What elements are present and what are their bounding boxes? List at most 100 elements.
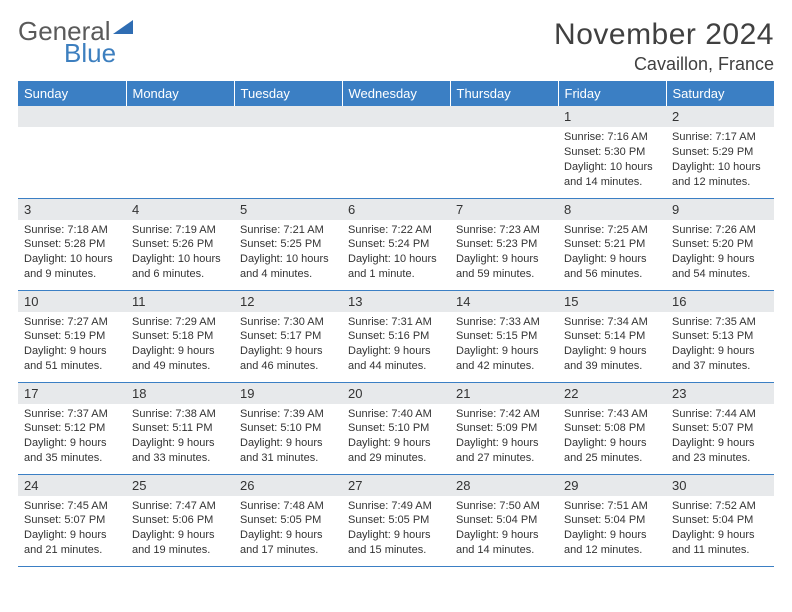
day-sunset: Sunset: 5:07 PM — [24, 513, 120, 528]
calendar-day-cell: 12Sunrise: 7:30 AMSunset: 5:17 PMDayligh… — [234, 290, 342, 382]
day-sunset: Sunset: 5:10 PM — [240, 421, 336, 436]
day-sunset: Sunset: 5:21 PM — [564, 237, 660, 252]
day-details: Sunrise: 7:33 AMSunset: 5:15 PMDaylight:… — [450, 312, 558, 378]
day-daylight2: and 11 minutes. — [672, 543, 768, 558]
logo: General Blue — [18, 18, 135, 66]
day-sunrise: Sunrise: 7:16 AM — [564, 130, 660, 145]
day-daylight1: Daylight: 9 hours — [672, 252, 768, 267]
day-sunrise: Sunrise: 7:49 AM — [348, 499, 444, 514]
day-sunset: Sunset: 5:05 PM — [348, 513, 444, 528]
day-details: Sunrise: 7:19 AMSunset: 5:26 PMDaylight:… — [126, 220, 234, 286]
calendar-day-cell: 28Sunrise: 7:50 AMSunset: 5:04 PMDayligh… — [450, 474, 558, 566]
day-number: 15 — [558, 291, 666, 312]
day-sunrise: Sunrise: 7:29 AM — [132, 315, 228, 330]
calendar-day-cell: 6Sunrise: 7:22 AMSunset: 5:24 PMDaylight… — [342, 198, 450, 290]
day-sunset: Sunset: 5:25 PM — [240, 237, 336, 252]
day-details: Sunrise: 7:49 AMSunset: 5:05 PMDaylight:… — [342, 496, 450, 562]
day-sunset: Sunset: 5:08 PM — [564, 421, 660, 436]
calendar-day-cell: 30Sunrise: 7:52 AMSunset: 5:04 PMDayligh… — [666, 474, 774, 566]
day-sunset: Sunset: 5:17 PM — [240, 329, 336, 344]
day-number: 16 — [666, 291, 774, 312]
day-sunset: Sunset: 5:07 PM — [672, 421, 768, 436]
day-sunset: Sunset: 5:12 PM — [24, 421, 120, 436]
day-number: 3 — [18, 199, 126, 220]
day-daylight1: Daylight: 9 hours — [564, 528, 660, 543]
day-number: 22 — [558, 383, 666, 404]
day-daylight2: and 59 minutes. — [456, 267, 552, 282]
day-number: 9 — [666, 199, 774, 220]
day-daylight2: and 37 minutes. — [672, 359, 768, 374]
title-block: November 2024 Cavaillon, France — [554, 18, 774, 75]
weekday-header: Friday — [558, 81, 666, 106]
calendar-week-row: 10Sunrise: 7:27 AMSunset: 5:19 PMDayligh… — [18, 290, 774, 382]
day-daylight1: Daylight: 9 hours — [348, 436, 444, 451]
day-daylight1: Daylight: 9 hours — [348, 528, 444, 543]
day-sunset: Sunset: 5:15 PM — [456, 329, 552, 344]
day-details: Sunrise: 7:29 AMSunset: 5:18 PMDaylight:… — [126, 312, 234, 378]
day-sunrise: Sunrise: 7:18 AM — [24, 223, 120, 238]
day-number: 30 — [666, 475, 774, 496]
calendar-day-cell: 25Sunrise: 7:47 AMSunset: 5:06 PMDayligh… — [126, 474, 234, 566]
day-daylight1: Daylight: 9 hours — [564, 252, 660, 267]
day-number: 24 — [18, 475, 126, 496]
day-daylight2: and 21 minutes. — [24, 543, 120, 558]
day-details: Sunrise: 7:48 AMSunset: 5:05 PMDaylight:… — [234, 496, 342, 562]
day-daylight2: and 29 minutes. — [348, 451, 444, 466]
day-details: Sunrise: 7:17 AMSunset: 5:29 PMDaylight:… — [666, 127, 774, 193]
calendar-day-cell: 14Sunrise: 7:33 AMSunset: 5:15 PMDayligh… — [450, 290, 558, 382]
day-daylight1: Daylight: 9 hours — [564, 436, 660, 451]
weekday-header: Thursday — [450, 81, 558, 106]
day-details: Sunrise: 7:35 AMSunset: 5:13 PMDaylight:… — [666, 312, 774, 378]
day-details: Sunrise: 7:47 AMSunset: 5:06 PMDaylight:… — [126, 496, 234, 562]
day-daylight1: Daylight: 9 hours — [672, 528, 768, 543]
calendar-day-cell: 23Sunrise: 7:44 AMSunset: 5:07 PMDayligh… — [666, 382, 774, 474]
day-sunrise: Sunrise: 7:43 AM — [564, 407, 660, 422]
day-daylight1: Daylight: 9 hours — [24, 528, 120, 543]
calendar-week-row: 17Sunrise: 7:37 AMSunset: 5:12 PMDayligh… — [18, 382, 774, 474]
day-daylight2: and 35 minutes. — [24, 451, 120, 466]
day-sunset: Sunset: 5:29 PM — [672, 145, 768, 160]
day-sunrise: Sunrise: 7:50 AM — [456, 499, 552, 514]
calendar-day-cell: 29Sunrise: 7:51 AMSunset: 5:04 PMDayligh… — [558, 474, 666, 566]
calendar-day-cell: 27Sunrise: 7:49 AMSunset: 5:05 PMDayligh… — [342, 474, 450, 566]
calendar-day-cell: 24Sunrise: 7:45 AMSunset: 5:07 PMDayligh… — [18, 474, 126, 566]
day-details: Sunrise: 7:45 AMSunset: 5:07 PMDaylight:… — [18, 496, 126, 562]
day-daylight2: and 14 minutes. — [456, 543, 552, 558]
day-details: Sunrise: 7:31 AMSunset: 5:16 PMDaylight:… — [342, 312, 450, 378]
day-daylight1: Daylight: 9 hours — [348, 344, 444, 359]
logo-word2: Blue — [64, 38, 116, 68]
day-number: 20 — [342, 383, 450, 404]
day-sunrise: Sunrise: 7:22 AM — [348, 223, 444, 238]
day-sunset: Sunset: 5:16 PM — [348, 329, 444, 344]
day-daylight2: and 9 minutes. — [24, 267, 120, 282]
calendar-week-row: 3Sunrise: 7:18 AMSunset: 5:28 PMDaylight… — [18, 198, 774, 290]
day-daylight1: Daylight: 9 hours — [240, 528, 336, 543]
calendar-day-cell: 17Sunrise: 7:37 AMSunset: 5:12 PMDayligh… — [18, 382, 126, 474]
day-details: Sunrise: 7:43 AMSunset: 5:08 PMDaylight:… — [558, 404, 666, 470]
day-number: 4 — [126, 199, 234, 220]
day-daylight2: and 33 minutes. — [132, 451, 228, 466]
day-details: Sunrise: 7:37 AMSunset: 5:12 PMDaylight:… — [18, 404, 126, 470]
day-details: Sunrise: 7:18 AMSunset: 5:28 PMDaylight:… — [18, 220, 126, 286]
day-daylight1: Daylight: 10 hours — [348, 252, 444, 267]
day-daylight1: Daylight: 10 hours — [132, 252, 228, 267]
day-number: 27 — [342, 475, 450, 496]
day-sunset: Sunset: 5:05 PM — [240, 513, 336, 528]
day-details: Sunrise: 7:16 AMSunset: 5:30 PMDaylight:… — [558, 127, 666, 193]
weekday-header: Saturday — [666, 81, 774, 106]
weekday-header-row: Sunday Monday Tuesday Wednesday Thursday… — [18, 81, 774, 106]
day-daylight1: Daylight: 9 hours — [456, 252, 552, 267]
day-sunrise: Sunrise: 7:38 AM — [132, 407, 228, 422]
day-sunset: Sunset: 5:04 PM — [672, 513, 768, 528]
day-sunset: Sunset: 5:14 PM — [564, 329, 660, 344]
day-number: 1 — [558, 106, 666, 127]
day-details: Sunrise: 7:51 AMSunset: 5:04 PMDaylight:… — [558, 496, 666, 562]
day-sunrise: Sunrise: 7:27 AM — [24, 315, 120, 330]
day-daylight1: Daylight: 9 hours — [240, 344, 336, 359]
day-number: 23 — [666, 383, 774, 404]
day-daylight1: Daylight: 9 hours — [24, 436, 120, 451]
day-daylight1: Daylight: 10 hours — [24, 252, 120, 267]
day-details: Sunrise: 7:22 AMSunset: 5:24 PMDaylight:… — [342, 220, 450, 286]
day-sunrise: Sunrise: 7:45 AM — [24, 499, 120, 514]
day-details: Sunrise: 7:40 AMSunset: 5:10 PMDaylight:… — [342, 404, 450, 470]
